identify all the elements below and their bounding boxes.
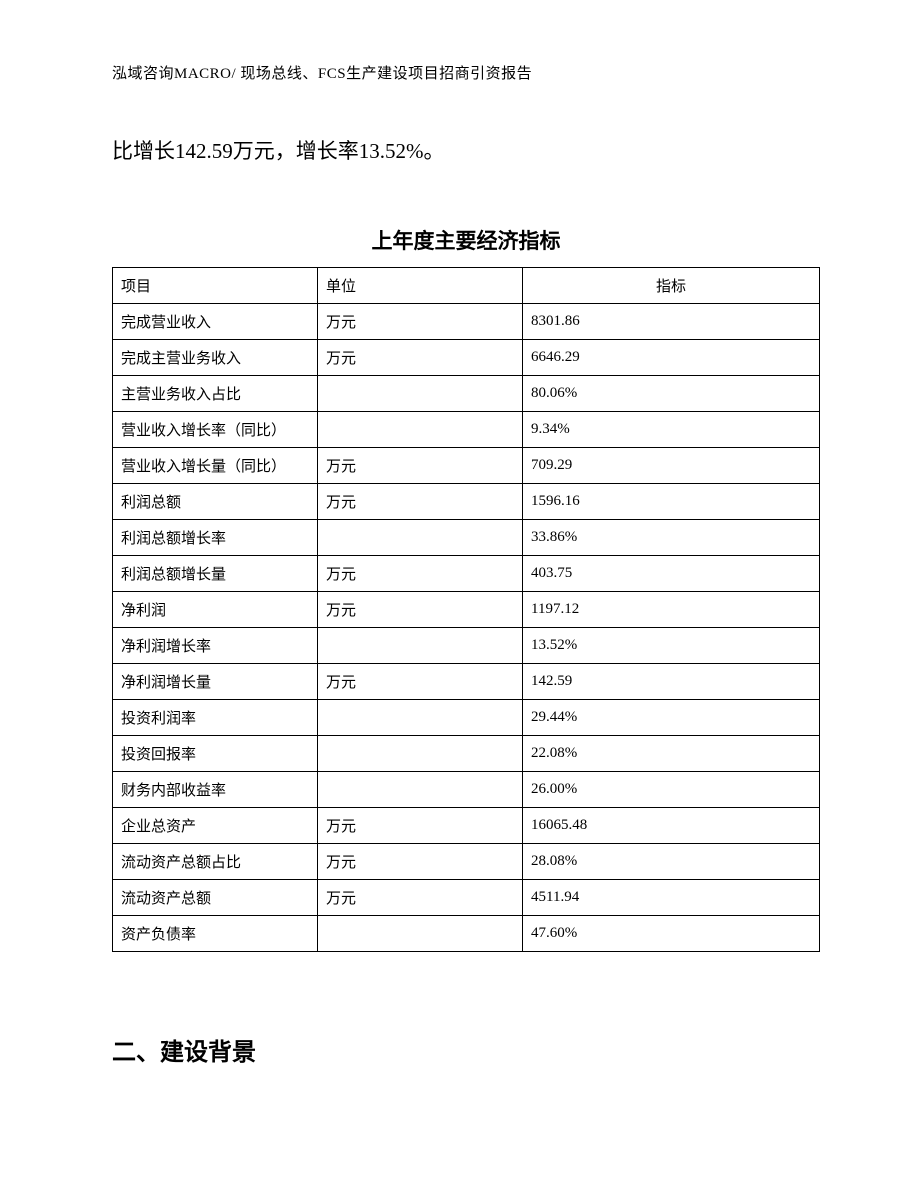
table-cell: 净利润	[113, 591, 318, 627]
table-row: 投资利润率 29.44%	[113, 699, 820, 735]
table-cell	[318, 375, 523, 411]
table-cell: 万元	[318, 879, 523, 915]
table-cell: 万元	[318, 663, 523, 699]
table-cell	[318, 915, 523, 951]
table-row: 完成主营业务收入万元6646.29	[113, 339, 820, 375]
table-cell: 投资利润率	[113, 699, 318, 735]
intro-paragraph: 比增长142.59万元，增长率13.52%。	[112, 135, 820, 169]
table-cell: 流动资产总额	[113, 879, 318, 915]
table-cell: 29.44%	[523, 699, 820, 735]
table-cell	[318, 627, 523, 663]
section-heading: 二、建设背景	[112, 1032, 820, 1067]
table-row: 净利润万元1197.12	[113, 591, 820, 627]
economic-indicators-table: 项目 单位 指标 完成营业收入万元8301.86完成主营业务收入万元6646.2…	[112, 267, 820, 952]
table-cell: 万元	[318, 447, 523, 483]
table-cell: 利润总额增长率	[113, 519, 318, 555]
table-cell: 万元	[318, 339, 523, 375]
table-cell: 13.52%	[523, 627, 820, 663]
page-header: 泓域咨询MACRO/ 现场总线、FCS生产建设项目招商引资报告	[112, 62, 820, 83]
column-header-value: 指标	[523, 267, 820, 303]
table-cell: 4511.94	[523, 879, 820, 915]
table-row: 营业收入增长率（同比） 9.34%	[113, 411, 820, 447]
table-cell: 净利润增长量	[113, 663, 318, 699]
table-cell: 8301.86	[523, 303, 820, 339]
column-header-item: 项目	[113, 267, 318, 303]
table-cell: 16065.48	[523, 807, 820, 843]
table-cell: 1197.12	[523, 591, 820, 627]
table-cell: 利润总额增长量	[113, 555, 318, 591]
table-cell: 完成主营业务收入	[113, 339, 318, 375]
table-cell: 80.06%	[523, 375, 820, 411]
table-row: 企业总资产万元16065.48	[113, 807, 820, 843]
table-cell: 净利润增长率	[113, 627, 318, 663]
table-cell: 47.60%	[523, 915, 820, 951]
table-cell: 万元	[318, 555, 523, 591]
column-header-unit: 单位	[318, 267, 523, 303]
table-cell: 28.08%	[523, 843, 820, 879]
table-row: 财务内部收益率 26.00%	[113, 771, 820, 807]
table-cell: 资产负债率	[113, 915, 318, 951]
table-cell: 26.00%	[523, 771, 820, 807]
table-cell: 万元	[318, 843, 523, 879]
table-cell: 营业收入增长量（同比）	[113, 447, 318, 483]
table-cell: 万元	[318, 807, 523, 843]
table-cell: 投资回报率	[113, 735, 318, 771]
table-row: 主营业务收入占比 80.06%	[113, 375, 820, 411]
table-cell: 709.29	[523, 447, 820, 483]
table-cell	[318, 411, 523, 447]
table-cell: 万元	[318, 483, 523, 519]
table-row: 资产负债率 47.60%	[113, 915, 820, 951]
table-title: 上年度主要经济指标	[112, 225, 820, 255]
table-cell	[318, 735, 523, 771]
table-row: 完成营业收入万元8301.86	[113, 303, 820, 339]
table-cell: 主营业务收入占比	[113, 375, 318, 411]
table-cell: 万元	[318, 303, 523, 339]
table-cell: 142.59	[523, 663, 820, 699]
table-row: 流动资产总额占比万元28.08%	[113, 843, 820, 879]
table-row: 流动资产总额万元4511.94	[113, 879, 820, 915]
table-cell: 万元	[318, 591, 523, 627]
table-row: 投资回报率 22.08%	[113, 735, 820, 771]
table-cell: 企业总资产	[113, 807, 318, 843]
table-cell: 利润总额	[113, 483, 318, 519]
table-row: 利润总额增长量万元403.75	[113, 555, 820, 591]
table-cell: 流动资产总额占比	[113, 843, 318, 879]
table-cell	[318, 519, 523, 555]
table-row: 利润总额万元1596.16	[113, 483, 820, 519]
table-header-row: 项目 单位 指标	[113, 267, 820, 303]
table-row: 净利润增长量万元142.59	[113, 663, 820, 699]
table-row: 营业收入增长量（同比）万元709.29	[113, 447, 820, 483]
table-cell: 财务内部收益率	[113, 771, 318, 807]
table-row: 利润总额增长率 33.86%	[113, 519, 820, 555]
table-cell	[318, 771, 523, 807]
table-cell: 33.86%	[523, 519, 820, 555]
table-cell: 6646.29	[523, 339, 820, 375]
table-cell: 1596.16	[523, 483, 820, 519]
table-cell: 9.34%	[523, 411, 820, 447]
table-cell: 22.08%	[523, 735, 820, 771]
table-cell	[318, 699, 523, 735]
table-cell: 403.75	[523, 555, 820, 591]
table-cell: 营业收入增长率（同比）	[113, 411, 318, 447]
table-cell: 完成营业收入	[113, 303, 318, 339]
table-row: 净利润增长率 13.52%	[113, 627, 820, 663]
